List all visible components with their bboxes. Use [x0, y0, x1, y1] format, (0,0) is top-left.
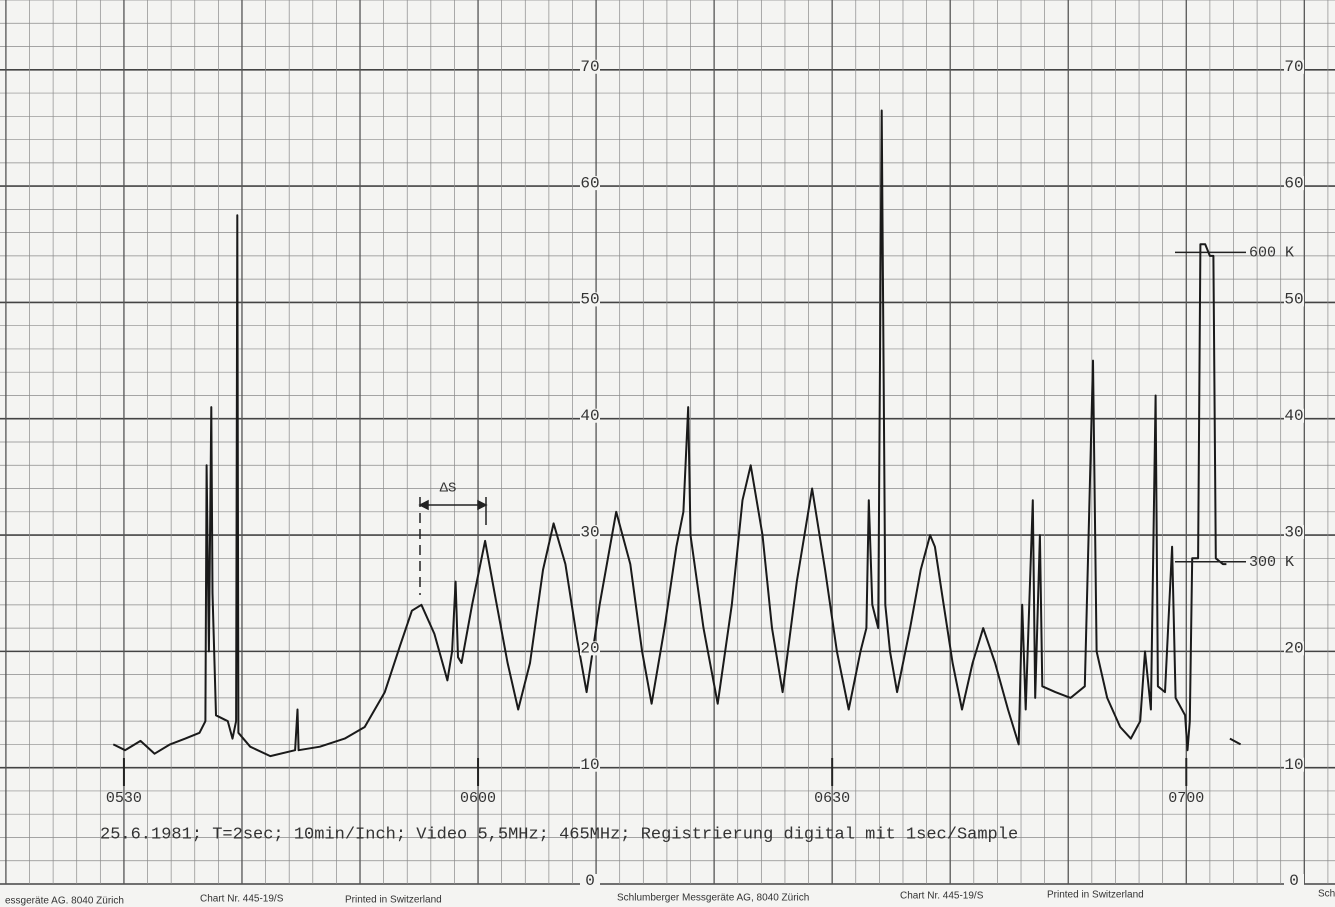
y-tick-label: 50: [1284, 291, 1303, 309]
label-bg: [1284, 525, 1304, 540]
footer-text: Printed in Switzerland: [1047, 890, 1144, 901]
label-bg: [580, 176, 600, 191]
marks: [112, 109, 1242, 758]
label-bg: [1284, 59, 1304, 74]
level-label: 300 K: [1249, 554, 1294, 571]
x-tick-label: 0700: [1168, 790, 1204, 807]
footer-text: Chart Nr. 445-19/S: [900, 891, 984, 902]
y-tick-label: 20: [1284, 640, 1303, 658]
y-tick-label: 40: [1284, 407, 1303, 425]
y-tick-label: 30: [580, 523, 599, 541]
label-bg: [580, 292, 600, 307]
label-bg: [1284, 874, 1304, 888]
y-tick-label: 20: [580, 640, 599, 658]
label-bg: [580, 408, 600, 423]
y-tick-label: 30: [1284, 523, 1303, 541]
trace: [1229, 737, 1242, 746]
x-tick-label: 0530: [106, 790, 142, 807]
y-tick-label: 0: [1289, 872, 1299, 890]
level-label: 600 K: [1249, 244, 1294, 261]
label-bg: [580, 525, 600, 540]
label-bg: [1284, 757, 1304, 772]
trace: [112, 109, 1227, 758]
label-bg: [580, 641, 600, 656]
y-tick-label: 60: [1284, 174, 1303, 192]
y-tick-label: 50: [580, 291, 599, 309]
footer-text: Schlumberger Messgeräte AG, 8040 Zürich: [617, 893, 809, 904]
y-tick-label: 10: [580, 756, 599, 774]
footer-text: Chart Nr. 445-19/S: [200, 894, 284, 905]
label-bg: [1284, 641, 1304, 656]
y-tick-label: 70: [1284, 58, 1303, 76]
x-tick-label: 0630: [814, 790, 850, 807]
delta-arrowheads: [418, 499, 488, 511]
footer-text: essgeräte AG. 8040 Zürich: [5, 896, 124, 907]
y-tick-label: 40: [580, 407, 599, 425]
label-bg: [1284, 408, 1304, 423]
y-tick-label: 10: [1284, 756, 1303, 774]
y-tick-label: 70: [580, 58, 599, 76]
label-bg: [1284, 176, 1304, 191]
delta-label: ΔS: [440, 481, 457, 497]
label-bg: [580, 874, 600, 888]
label-bg: [1284, 292, 1304, 307]
label-bg: [580, 59, 600, 74]
y-tick-label: 60: [580, 174, 599, 192]
grid: [0, 0, 1335, 885]
y-tick-label: 0: [585, 872, 595, 890]
label-bg: [580, 757, 600, 772]
footer-text: Printed in Switzerland: [345, 895, 442, 906]
footer-text: Sch: [1318, 889, 1335, 900]
delta-bracket: [418, 497, 488, 595]
caption: 25.6.1981; T=2sec; 10min/Inch; Video 5,5…: [100, 825, 1018, 844]
x-tick-label: 0600: [460, 790, 496, 807]
